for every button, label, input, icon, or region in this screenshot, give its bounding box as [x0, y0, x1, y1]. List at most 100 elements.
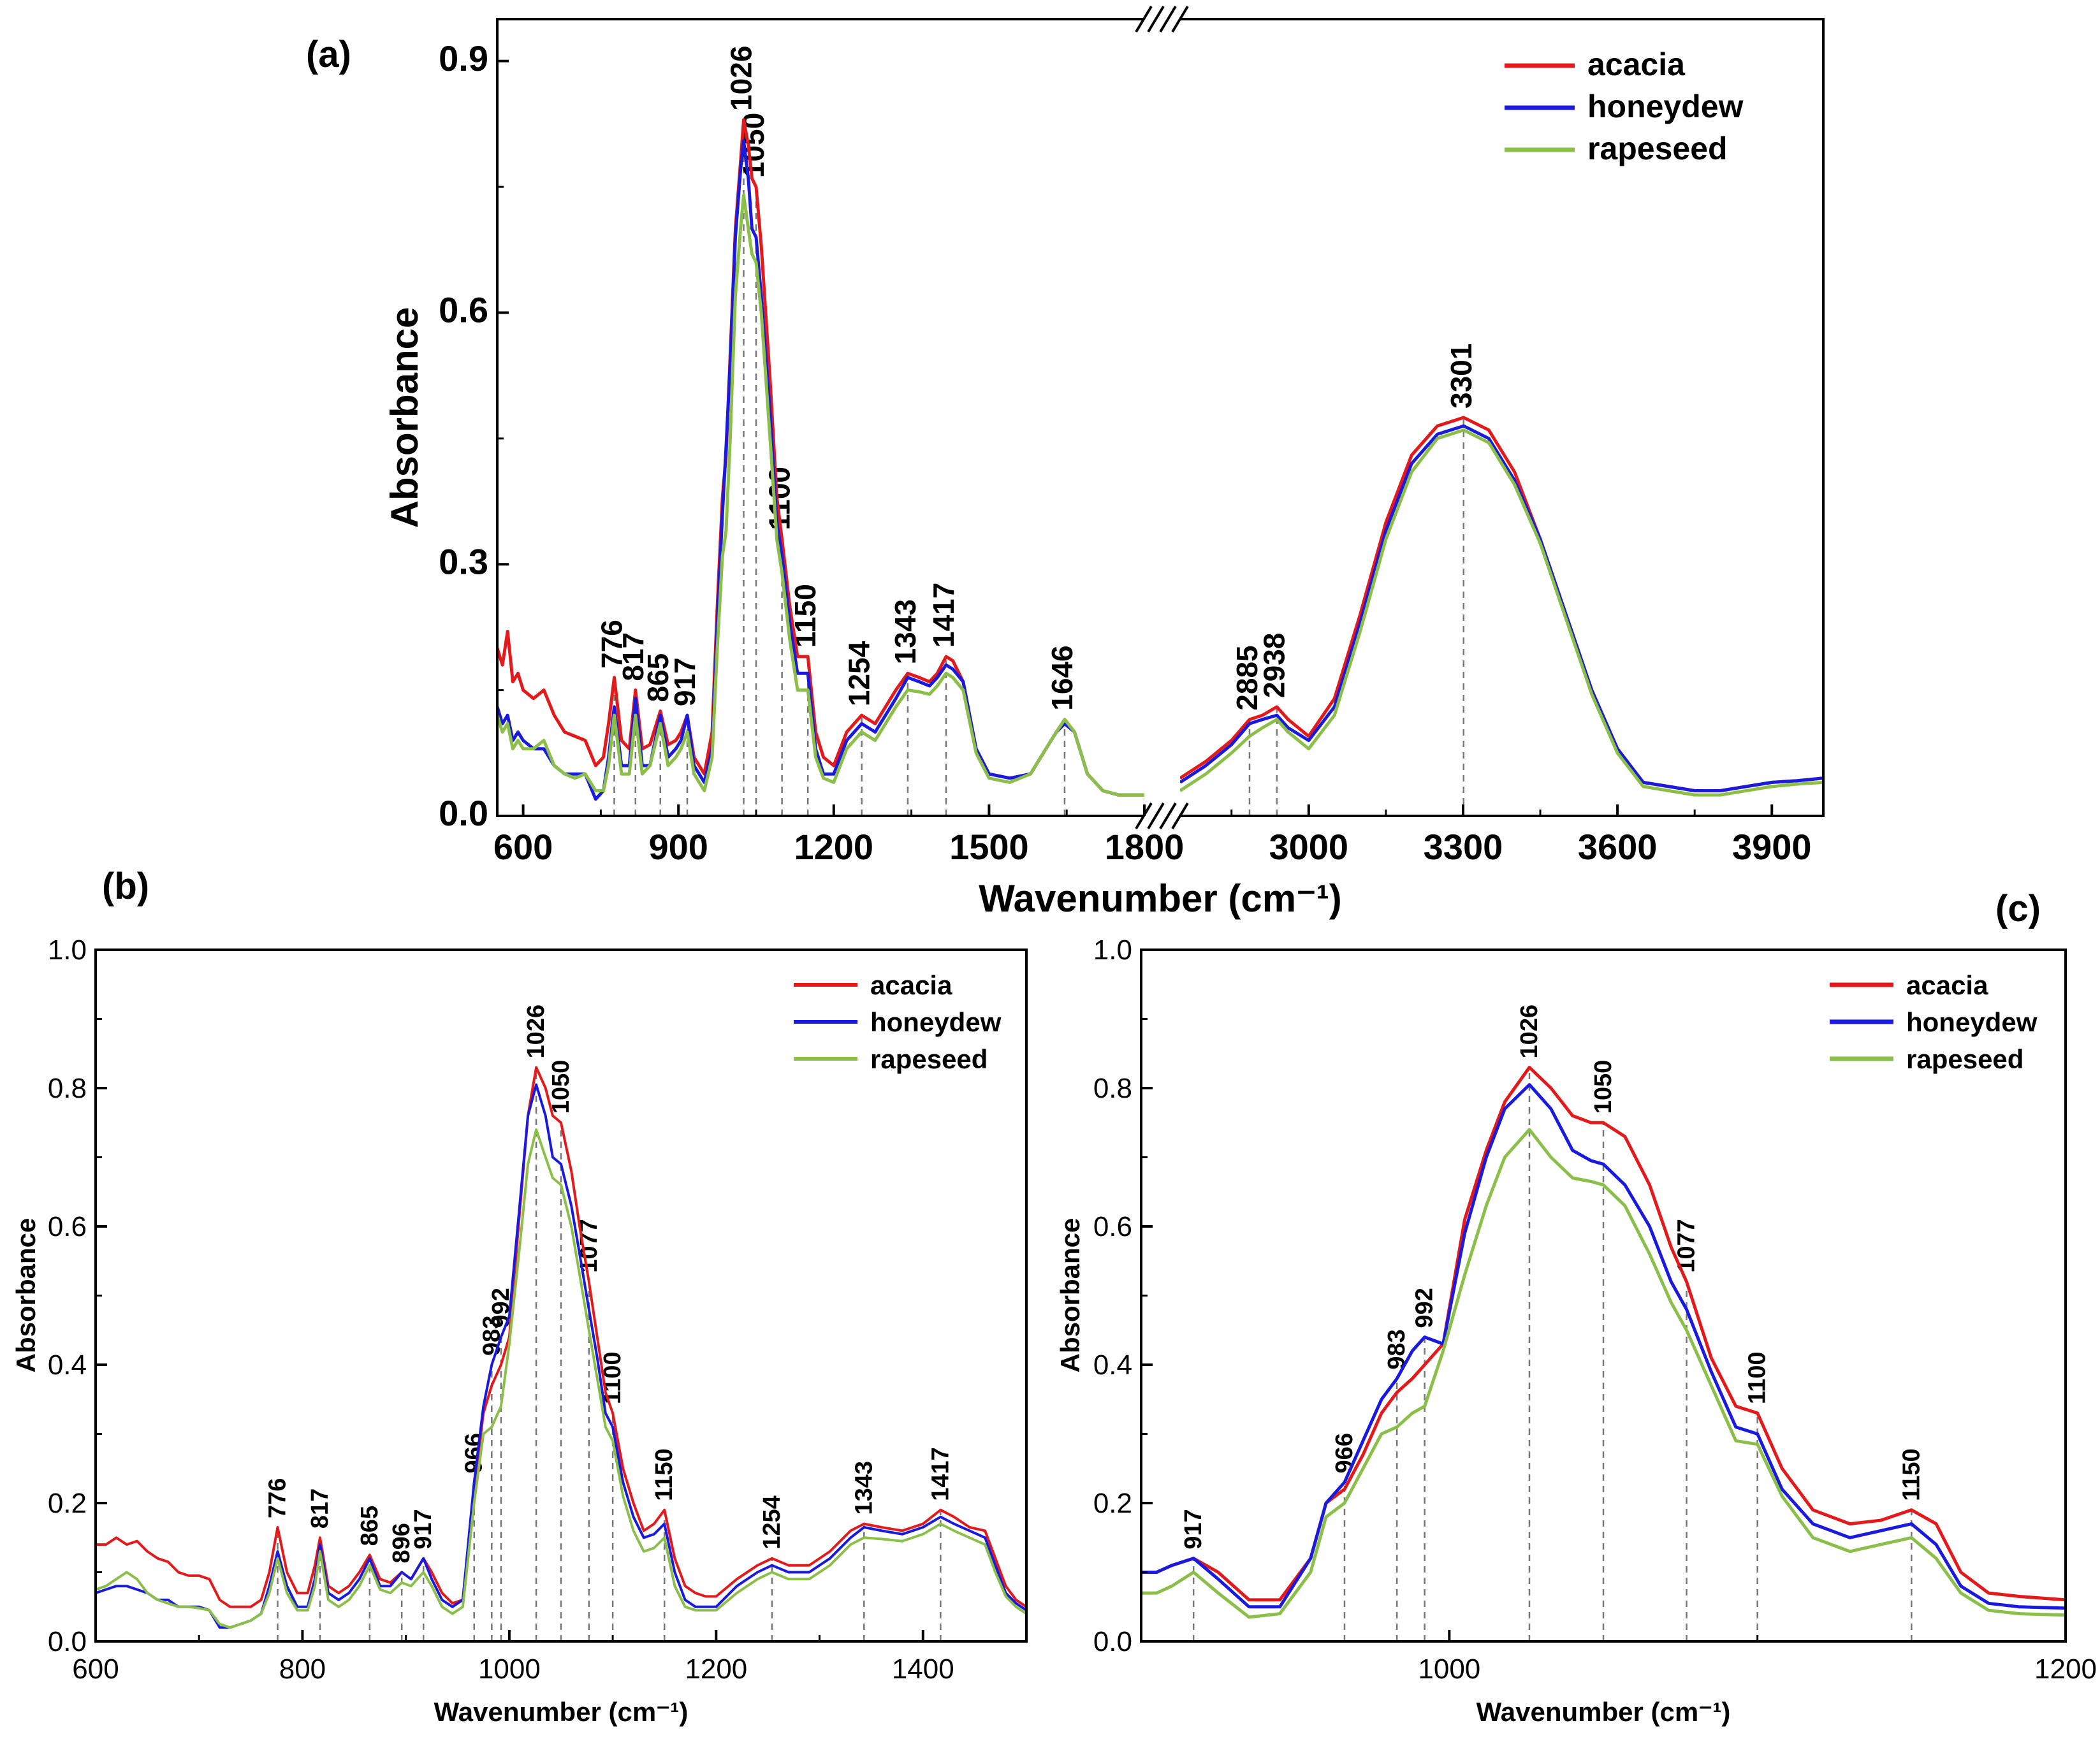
peak-label-776: 776: [595, 620, 629, 669]
panel-c-label: (c): [1995, 888, 2041, 929]
peak-label-1254: 1254: [843, 641, 876, 706]
x-tick-label: 1800: [1105, 827, 1185, 867]
peak-label-1100: 1100: [1744, 1351, 1771, 1404]
panel-c-ylabel: Absorbance: [1055, 1218, 1085, 1373]
peak-label-1026: 1026: [725, 46, 758, 111]
x-tick-label: 600: [72, 1653, 119, 1685]
panel-a-axes: 0.0 0.3 0.6 0.9 600 900 1200 1500 1800 3000 3300 36…: [439, 38, 1811, 867]
y-tick-label: 0.6: [439, 290, 488, 330]
x-tick-label: 600: [493, 827, 553, 867]
peak-label-1417: 1417: [927, 583, 960, 648]
peak-label-1150: 1150: [651, 1448, 678, 1501]
peak-label-1343: 1343: [850, 1461, 877, 1515]
peak-label-1050: 1050: [548, 1060, 574, 1114]
peak-label-1646: 1646: [1046, 645, 1079, 710]
y-tick-label: 0.0: [439, 793, 488, 833]
peak-label-1026: 1026: [523, 1005, 550, 1059]
panel-b: (b) 776 817 865 896917966983992102610501077…: [11, 866, 1028, 1727]
x-tick-label: 1000: [1418, 1653, 1480, 1685]
legend-label-rapeseed: rapeseed: [1906, 1044, 2023, 1074]
peak-label-1343: 1343: [889, 599, 922, 664]
panel-c-xlabel: Wavenumber (cm⁻¹): [1477, 1697, 1731, 1727]
legend-label-acacia: acacia: [1906, 970, 1988, 1000]
peak-label-966: 966: [1331, 1433, 1358, 1473]
y-tick-label: 0.6: [1093, 1211, 1132, 1242]
panel-a-plot-area: [497, 118, 1823, 801]
legend-label-honeydew: honeydew: [870, 1007, 1002, 1037]
panel-b-legend: acacia honeydew rapeseed: [794, 970, 1002, 1074]
x-tick-label: 3000: [1269, 827, 1349, 867]
series-line-acacia: [96, 1066, 1026, 1608]
legend-label-honeydew: honeydew: [1906, 1007, 2038, 1037]
y-tick-label: 0.0: [1093, 1626, 1132, 1657]
panel-c-legend: acacia honeydew rapeseed: [1830, 970, 2038, 1074]
panel-b-axes: 0.0 0.2 0.4 0.6 0.8 1.0 600 800 1000 1200 1400: [48, 934, 1028, 1685]
peak-label-865: 865: [641, 653, 674, 702]
legend-label-rapeseed: rapeseed: [870, 1044, 988, 1074]
peak-label-1417: 1417: [927, 1447, 954, 1501]
x-tick-label: 3600: [1578, 827, 1658, 867]
x-tick-label: 1200: [685, 1653, 747, 1685]
peak-label-3301: 3301: [1445, 344, 1478, 409]
x-tick-label: 1200: [794, 827, 874, 867]
y-tick-label: 1.0: [1093, 934, 1132, 966]
peak-label-776: 776: [265, 1478, 291, 1518]
x-tick-label: 800: [279, 1653, 326, 1685]
series-line-honeydew: [1141, 1083, 2066, 1610]
peak-label-917: 917: [1180, 1509, 1207, 1549]
legend-label-honeydew: honeydew: [1587, 89, 1744, 124]
panel-b-xlabel: Wavenumber (cm⁻¹): [434, 1697, 689, 1727]
panel-b-label: (b): [102, 866, 149, 907]
panel-b-plot-area: [96, 1066, 1026, 1629]
x-tick-label: 1200: [2034, 1653, 2097, 1685]
peak-label-992: 992: [1411, 1288, 1438, 1328]
peak-label-817: 817: [616, 632, 650, 681]
y-tick-label: 0.4: [48, 1349, 87, 1381]
y-tick-label: 0.0: [48, 1626, 87, 1657]
peak-label-865: 865: [356, 1506, 383, 1546]
panel-a: (a) 776817865917102610501100115012541343…: [306, 0, 1825, 920]
x-tick-label: 3300: [1424, 827, 1503, 867]
peak-label-1077: 1077: [1673, 1219, 1700, 1273]
x-tick-label: 1500: [949, 827, 1029, 867]
y-tick-label: 0.8: [1093, 1073, 1132, 1104]
peak-label-917: 917: [668, 657, 701, 706]
series-line-rapeseed: [96, 1128, 1026, 1629]
panel-a-label: (a): [306, 34, 351, 75]
peak-label-1150: 1150: [1898, 1448, 1925, 1501]
panel-c-axes: 0.0 0.2 0.4 0.6 0.8 1.0 1000 1200: [1093, 934, 2097, 1685]
peak-label-2885: 2885: [1230, 645, 1264, 710]
panel-b-peak-annotations: 776 817 865 8969179669839921026105010771100…: [265, 1005, 954, 1641]
panel-a-xlabel: Wavenumber (cm⁻¹): [979, 877, 1342, 920]
series-line-rapeseed-seg2: [1179, 428, 1823, 797]
peak-label-1050: 1050: [1590, 1060, 1617, 1114]
panel-c-plot-area: [1141, 1066, 2066, 1619]
panel-a-axis-break-gap: [1144, 0, 1180, 829]
x-tick-label: 1400: [892, 1653, 954, 1685]
peak-label-917: 917: [410, 1509, 437, 1549]
x-tick-label: 1000: [478, 1653, 541, 1685]
legend-label-rapeseed: rapeseed: [1587, 131, 1728, 166]
series-line-honeydew-seg2: [1179, 424, 1823, 792]
y-tick-label: 0.8: [48, 1073, 87, 1104]
y-tick-label: 0.4: [1093, 1349, 1132, 1381]
peak-label-1254: 1254: [759, 1495, 785, 1550]
y-tick-label: 0.9: [439, 38, 488, 78]
peak-label-1026: 1026: [1516, 1005, 1543, 1059]
y-tick-label: 0.2: [1093, 1488, 1132, 1519]
y-tick-label: 0.3: [439, 541, 488, 581]
panel-a-legend: acacia honeydew rapeseed: [1505, 47, 1744, 166]
panel-b-ylabel: Absorbance: [11, 1218, 41, 1373]
panel-a-ylabel: Absorbance: [383, 307, 426, 528]
x-tick-label: 900: [648, 827, 708, 867]
peak-label-2938: 2938: [1258, 633, 1291, 698]
y-tick-label: 1.0: [48, 934, 87, 966]
y-tick-label: 0.6: [48, 1211, 87, 1242]
series-line-rapeseed: [1141, 1128, 2066, 1619]
y-tick-label: 0.2: [48, 1488, 87, 1519]
series-line-rapeseed-seg1: [497, 193, 1144, 797]
peak-label-896: 896: [388, 1523, 415, 1563]
